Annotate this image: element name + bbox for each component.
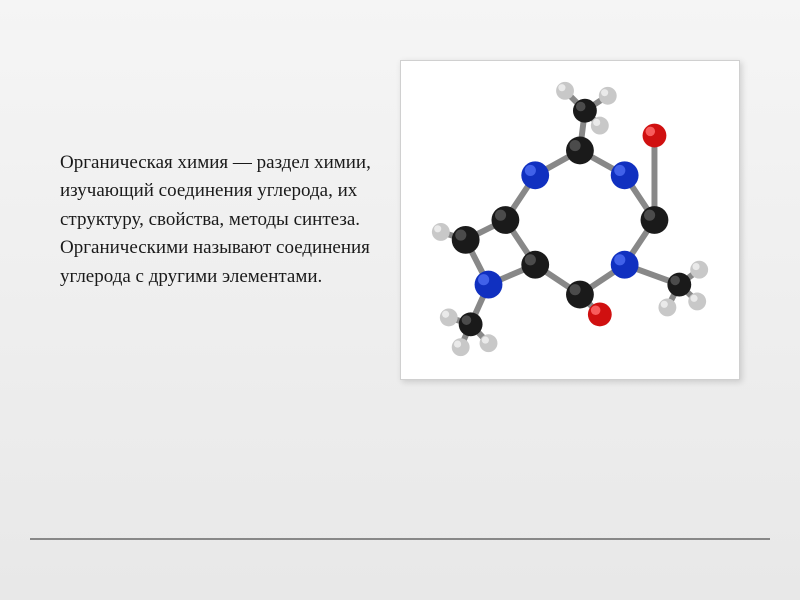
definition-paragraph: Органическая химия — раздел химии, изуча… xyxy=(60,149,380,292)
footer-divider xyxy=(30,538,770,540)
slide-content: Органическая химия — раздел химии, изуча… xyxy=(0,0,800,420)
molecule-svg xyxy=(401,61,739,379)
molecule-image xyxy=(400,60,740,380)
definition-text: Органическая химия — раздел химии, изуча… xyxy=(60,149,380,292)
